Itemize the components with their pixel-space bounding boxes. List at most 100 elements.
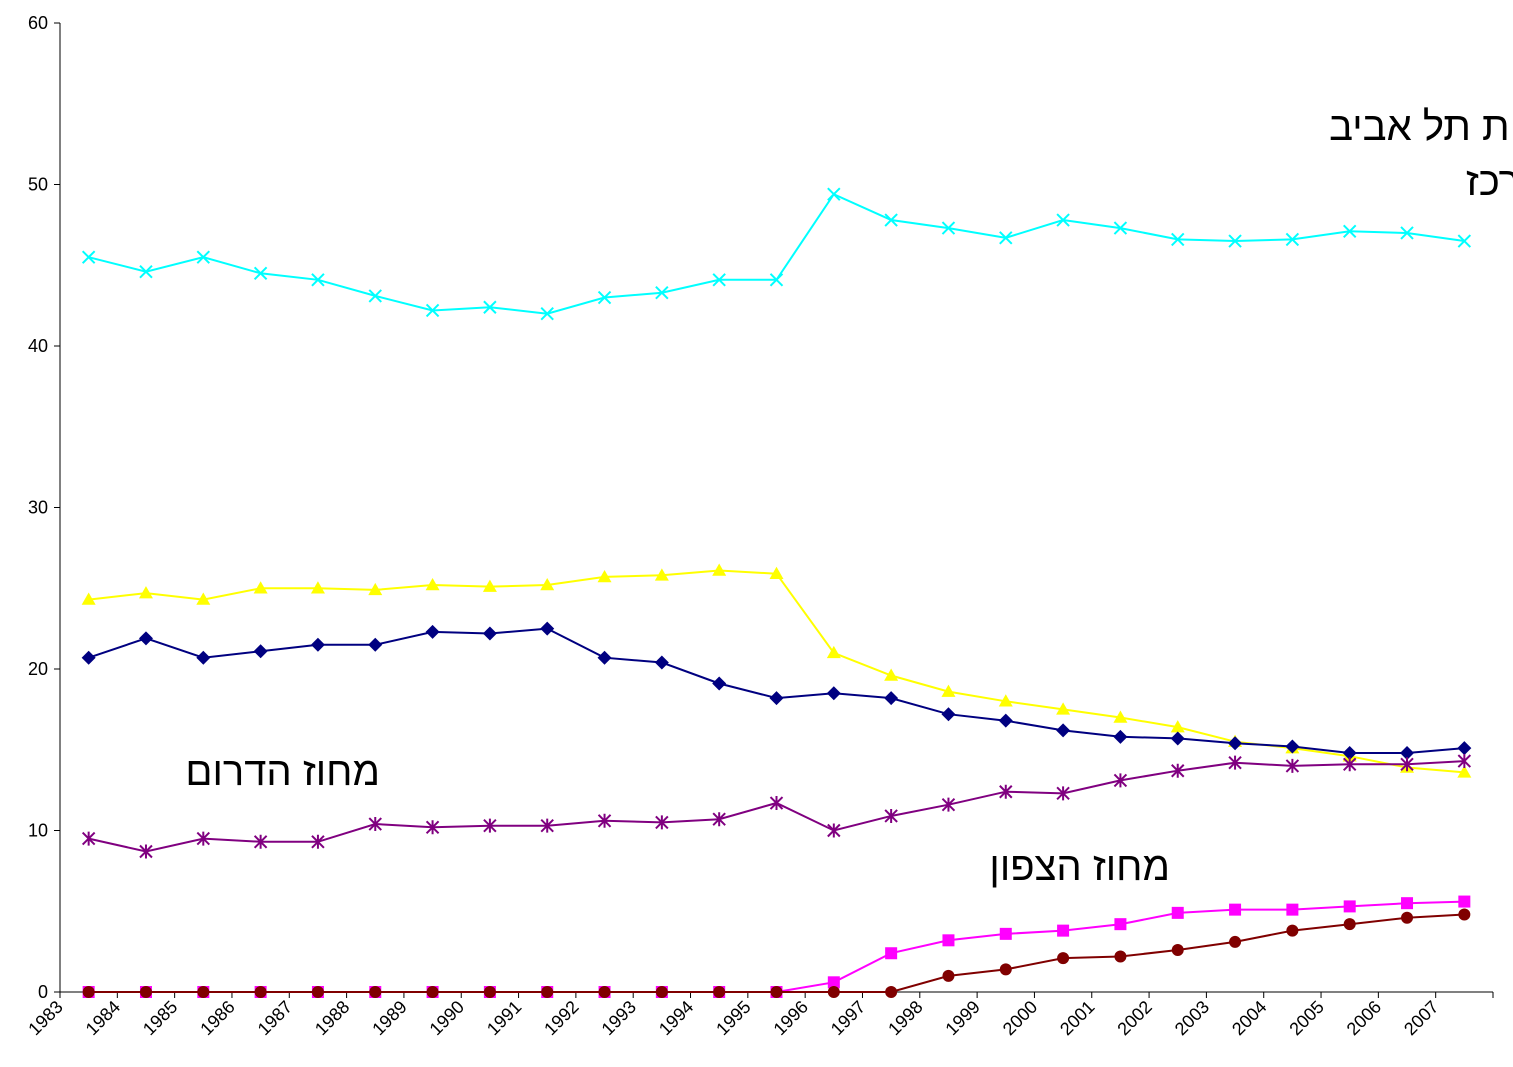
data-point — [999, 784, 1013, 799]
data-point — [655, 285, 669, 300]
data-point — [425, 578, 440, 591]
data-point — [483, 300, 497, 314]
data-point — [1057, 952, 1070, 965]
data-point — [1400, 226, 1414, 240]
y-tick-label: 50 — [28, 175, 48, 195]
data-point — [1114, 918, 1127, 931]
data-point — [654, 655, 669, 670]
data-point — [139, 986, 152, 998]
data-point — [999, 231, 1013, 245]
x-tick-label: 1994 — [655, 997, 697, 1039]
data-point — [368, 582, 383, 596]
data-point — [1229, 903, 1242, 916]
data-point — [1171, 763, 1185, 778]
x-tick-label: 1987 — [254, 997, 296, 1039]
series-6 — [82, 908, 1471, 998]
data-point — [885, 947, 898, 960]
data-point — [368, 817, 382, 832]
series-1 — [81, 187, 1472, 321]
x-tick-label: 2001 — [1056, 997, 1098, 1039]
data-point — [597, 650, 612, 665]
data-point — [884, 668, 899, 681]
data-point — [139, 265, 153, 279]
data-point — [1056, 213, 1070, 227]
data-point — [368, 637, 383, 652]
data-point — [884, 213, 898, 227]
data-point — [998, 694, 1013, 707]
data-point — [885, 986, 898, 998]
x-tick-label: 1983 — [24, 997, 66, 1039]
data-point — [540, 578, 555, 591]
data-point — [1400, 757, 1414, 772]
x-tick-label: 1997 — [827, 997, 869, 1039]
data-point — [196, 831, 211, 846]
data-point — [1171, 944, 1184, 957]
data-point — [1056, 786, 1070, 801]
data-point — [81, 650, 96, 665]
data-point — [541, 986, 554, 998]
x-tick-label: 2000 — [999, 997, 1041, 1039]
x-tick-label: 1989 — [368, 997, 410, 1039]
data-point — [482, 579, 497, 592]
data-point — [1056, 723, 1071, 738]
x-tick-label: 1984 — [82, 997, 124, 1039]
x-tick-label: 2004 — [1228, 997, 1270, 1039]
data-point — [941, 684, 956, 697]
data-point — [1285, 739, 1300, 754]
x-tick-label: 1999 — [941, 997, 983, 1039]
series-3 — [81, 621, 1472, 760]
data-point — [1286, 924, 1299, 937]
data-point — [1458, 895, 1471, 908]
x-tick-label: 1985 — [139, 997, 181, 1039]
data-point — [310, 581, 325, 594]
data-point — [1114, 950, 1127, 963]
data-point — [1400, 745, 1415, 760]
data-point — [369, 986, 382, 998]
series-line — [88, 627, 1465, 754]
data-point — [253, 581, 268, 594]
data-point — [540, 818, 554, 833]
annotation-center-district: רכז — [1466, 160, 1513, 204]
data-point — [81, 831, 96, 846]
data-point — [1113, 773, 1128, 788]
data-point — [1285, 232, 1300, 247]
data-point — [253, 644, 268, 659]
data-point — [425, 624, 440, 639]
data-point — [1056, 702, 1071, 715]
data-point — [1457, 234, 1472, 248]
series-line — [88, 900, 1465, 993]
x-tick-label: 1990 — [426, 997, 468, 1039]
data-point — [597, 813, 612, 828]
series-line — [88, 192, 1465, 315]
data-point — [597, 569, 612, 583]
data-point — [769, 691, 784, 706]
data-point — [138, 586, 153, 599]
data-point — [1113, 729, 1128, 744]
x-tick-label: 2005 — [1285, 997, 1327, 1039]
data-point — [1343, 918, 1356, 931]
data-point — [311, 273, 325, 287]
data-point — [1457, 741, 1472, 756]
data-point — [884, 808, 898, 823]
series-line — [88, 913, 1465, 993]
data-point — [1342, 757, 1357, 772]
x-tick-label: 1998 — [884, 997, 926, 1039]
data-point — [941, 707, 956, 722]
x-tick-label: 1988 — [311, 997, 353, 1039]
annotation-south-district: מחוז הדרום — [185, 750, 380, 794]
data-point — [598, 986, 611, 998]
data-point — [1171, 232, 1185, 247]
data-point — [1228, 736, 1243, 751]
data-point — [1057, 924, 1070, 937]
data-point — [712, 812, 726, 827]
data-point — [196, 650, 211, 665]
data-point — [311, 834, 325, 849]
data-point — [942, 934, 955, 947]
data-point — [827, 986, 840, 998]
data-point — [999, 963, 1012, 976]
data-point — [1458, 908, 1471, 921]
data-point — [138, 631, 153, 646]
data-point — [769, 796, 784, 811]
data-point — [540, 306, 554, 321]
